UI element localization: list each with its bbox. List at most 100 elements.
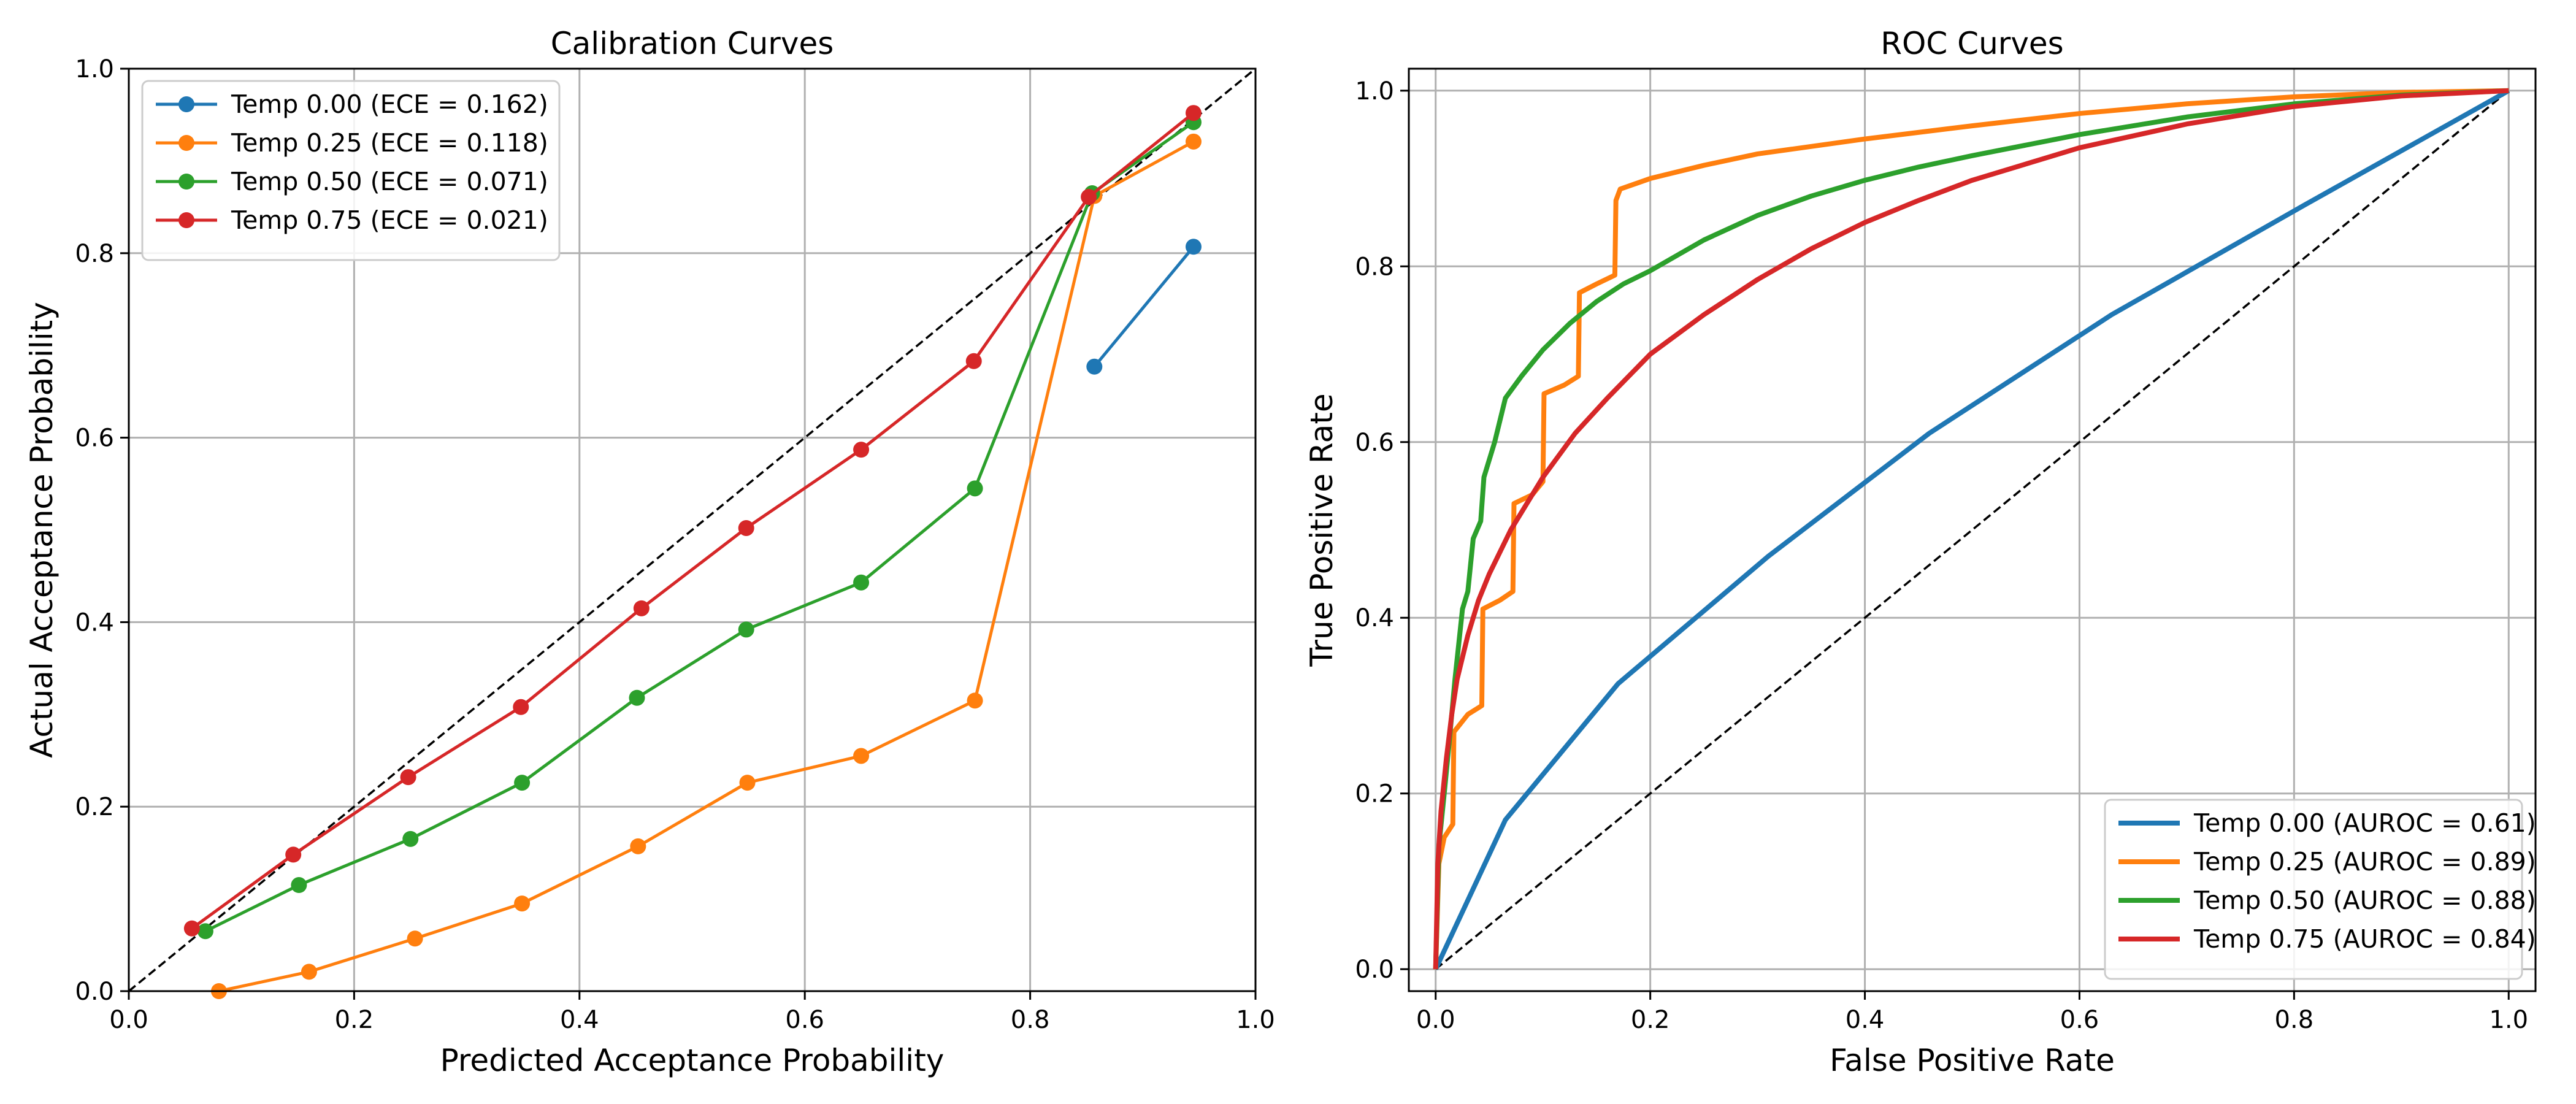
data-point: [513, 699, 529, 715]
data-point: [739, 775, 756, 791]
series-line: [204, 121, 1195, 933]
legend-label: Temp 0.00 (AUROC = 0.61): [2193, 808, 2536, 838]
data-point: [738, 519, 754, 536]
y-tick-label: 1.0: [75, 55, 114, 83]
series-temp-0-75: [1433, 88, 2509, 970]
y-tick-label: 0.2: [75, 793, 114, 821]
series-line: [218, 140, 1195, 993]
data-point: [402, 830, 419, 847]
y-tick-label: 0.4: [1355, 604, 1394, 632]
x-tick-label: 0.4: [1846, 1006, 1885, 1034]
legend-item: Temp 0.50 (ECE = 0.071): [156, 167, 548, 196]
legend-box: [141, 80, 561, 261]
x-tick-label: 1.0: [2489, 1006, 2528, 1034]
legend: Temp 0.00 (AUROC = 0.61) Temp 0.25 (AUROC…: [2104, 799, 2536, 980]
x-tick-label: 0.6: [785, 1006, 824, 1034]
data-point: [514, 895, 531, 912]
x-tick-label: 0.6: [2060, 1006, 2099, 1034]
data-point: [853, 748, 870, 764]
x-tick-label: 0.0: [1416, 1006, 1455, 1034]
y-tick-label: 0.2: [1355, 780, 1394, 808]
x-tick-label: 0.8: [2275, 1006, 2314, 1034]
legend-item: Temp 0.75 (AUROC = 0.84): [2118, 924, 2536, 954]
diagonal-reference-line: [128, 67, 1257, 992]
data-point: [1185, 133, 1202, 150]
series-line: [1433, 88, 2509, 970]
series-line: [1433, 88, 2509, 970]
legend-label: Temp 0.00 (ECE = 0.162): [231, 90, 548, 119]
y-tick-label: 0.8: [1355, 253, 1394, 281]
data-point: [965, 353, 982, 369]
x-tick-label: 0.2: [335, 1006, 374, 1034]
x-axis-label: False Positive Rate: [1830, 1043, 2115, 1078]
y-axis-label: Actual Acceptance Probability: [24, 302, 59, 758]
legend-item: Temp 0.00 (AUROC = 0.61): [2118, 808, 2536, 838]
series-temp-0-00: [1086, 239, 1202, 375]
legend-item: Temp 0.75 (ECE = 0.021): [156, 205, 548, 235]
axes-frame: [128, 67, 1257, 992]
y-tick-label: 0.6: [1355, 429, 1394, 457]
legend-label: Temp 0.25 (ECE = 0.118): [231, 128, 548, 158]
data-point: [1086, 358, 1103, 375]
data-point: [285, 846, 302, 863]
y-tick-label: 0.6: [75, 424, 114, 453]
series-temp-0-50: [1433, 88, 2509, 970]
data-point: [400, 769, 416, 786]
x-tick-label: 0.0: [109, 1006, 148, 1034]
legend-label: Temp 0.75 (AUROC = 0.84): [2193, 924, 2536, 954]
x-tick-label: 0.2: [1631, 1006, 1670, 1034]
y-tick-label: 0.0: [75, 978, 114, 1006]
series-temp-0-25: [210, 133, 1202, 999]
data-point: [1081, 189, 1097, 205]
legend-marker: [178, 212, 194, 228]
series-line: [1433, 88, 2509, 970]
chart-title: ROC Curves: [1880, 26, 2063, 61]
legend-marker: [178, 96, 194, 112]
data-point: [967, 692, 983, 709]
legend-marker: [178, 174, 194, 190]
data-point: [291, 877, 307, 894]
y-tick-label: 0.4: [75, 608, 114, 637]
data-point: [407, 930, 423, 947]
series-temp-0-75: [183, 105, 1202, 937]
series-line: [191, 112, 1195, 930]
data-point: [514, 775, 531, 791]
data-point: [630, 838, 646, 854]
legend: Temp 0.00 (ECE = 0.162) Temp 0.25 (ECE = …: [141, 80, 561, 261]
y-tick-label: 1.0: [1355, 77, 1394, 105]
data-point: [1185, 105, 1202, 121]
x-axis-label: Predicted Acceptance Probability: [440, 1043, 945, 1078]
series-line: [1433, 88, 2510, 970]
data-point: [738, 621, 754, 638]
legend-item: Temp 0.25 (ECE = 0.118): [156, 128, 548, 158]
legend-box: [2104, 799, 2523, 980]
series-line: [1093, 245, 1195, 368]
x-tick-label: 0.8: [1011, 1006, 1050, 1034]
y-tick-label: 0.0: [1355, 956, 1394, 984]
data-point: [853, 442, 870, 458]
x-tick-label: 0.4: [560, 1006, 599, 1034]
legend-item: Temp 0.50 (AUROC = 0.88): [2118, 886, 2536, 915]
axes-frame: [1408, 67, 2537, 992]
data-point: [633, 600, 650, 616]
legend-label: Temp 0.25 (AUROC = 0.89): [2193, 847, 2536, 876]
chart-title: Calibration Curves: [551, 26, 834, 61]
x-tick-label: 1.0: [1236, 1006, 1275, 1034]
data-point: [967, 480, 983, 497]
calibration-panel: 0.0 0.2 0.4 0.6 0.8 1.0 0.0 0.2 0.4 0.6 0.8 1.0 Cali…: [24, 26, 1275, 1078]
y-tick-label: 0.8: [75, 240, 114, 268]
data-point: [301, 964, 317, 980]
data-point: [629, 689, 645, 706]
y-axis-label: True Positive Rate: [1304, 393, 1340, 667]
data-point: [1185, 239, 1202, 255]
series-temp-0-25: [1433, 88, 2509, 970]
data-point: [853, 574, 870, 591]
legend-item: Temp 0.25 (AUROC = 0.89): [2118, 847, 2536, 876]
legend-marker: [178, 135, 194, 151]
roc-panel: 0.0 0.2 0.4 0.6 0.8 1.0 0.0 0.2 0.4 0.6 0.8 1.0 ROC …: [1304, 26, 2537, 1078]
legend-label: Temp 0.75 (ECE = 0.021): [231, 205, 548, 235]
legend-label: Temp 0.50 (ECE = 0.071): [231, 167, 548, 196]
data-point: [197, 923, 213, 940]
legend-label: Temp 0.50 (AUROC = 0.88): [2193, 886, 2536, 915]
